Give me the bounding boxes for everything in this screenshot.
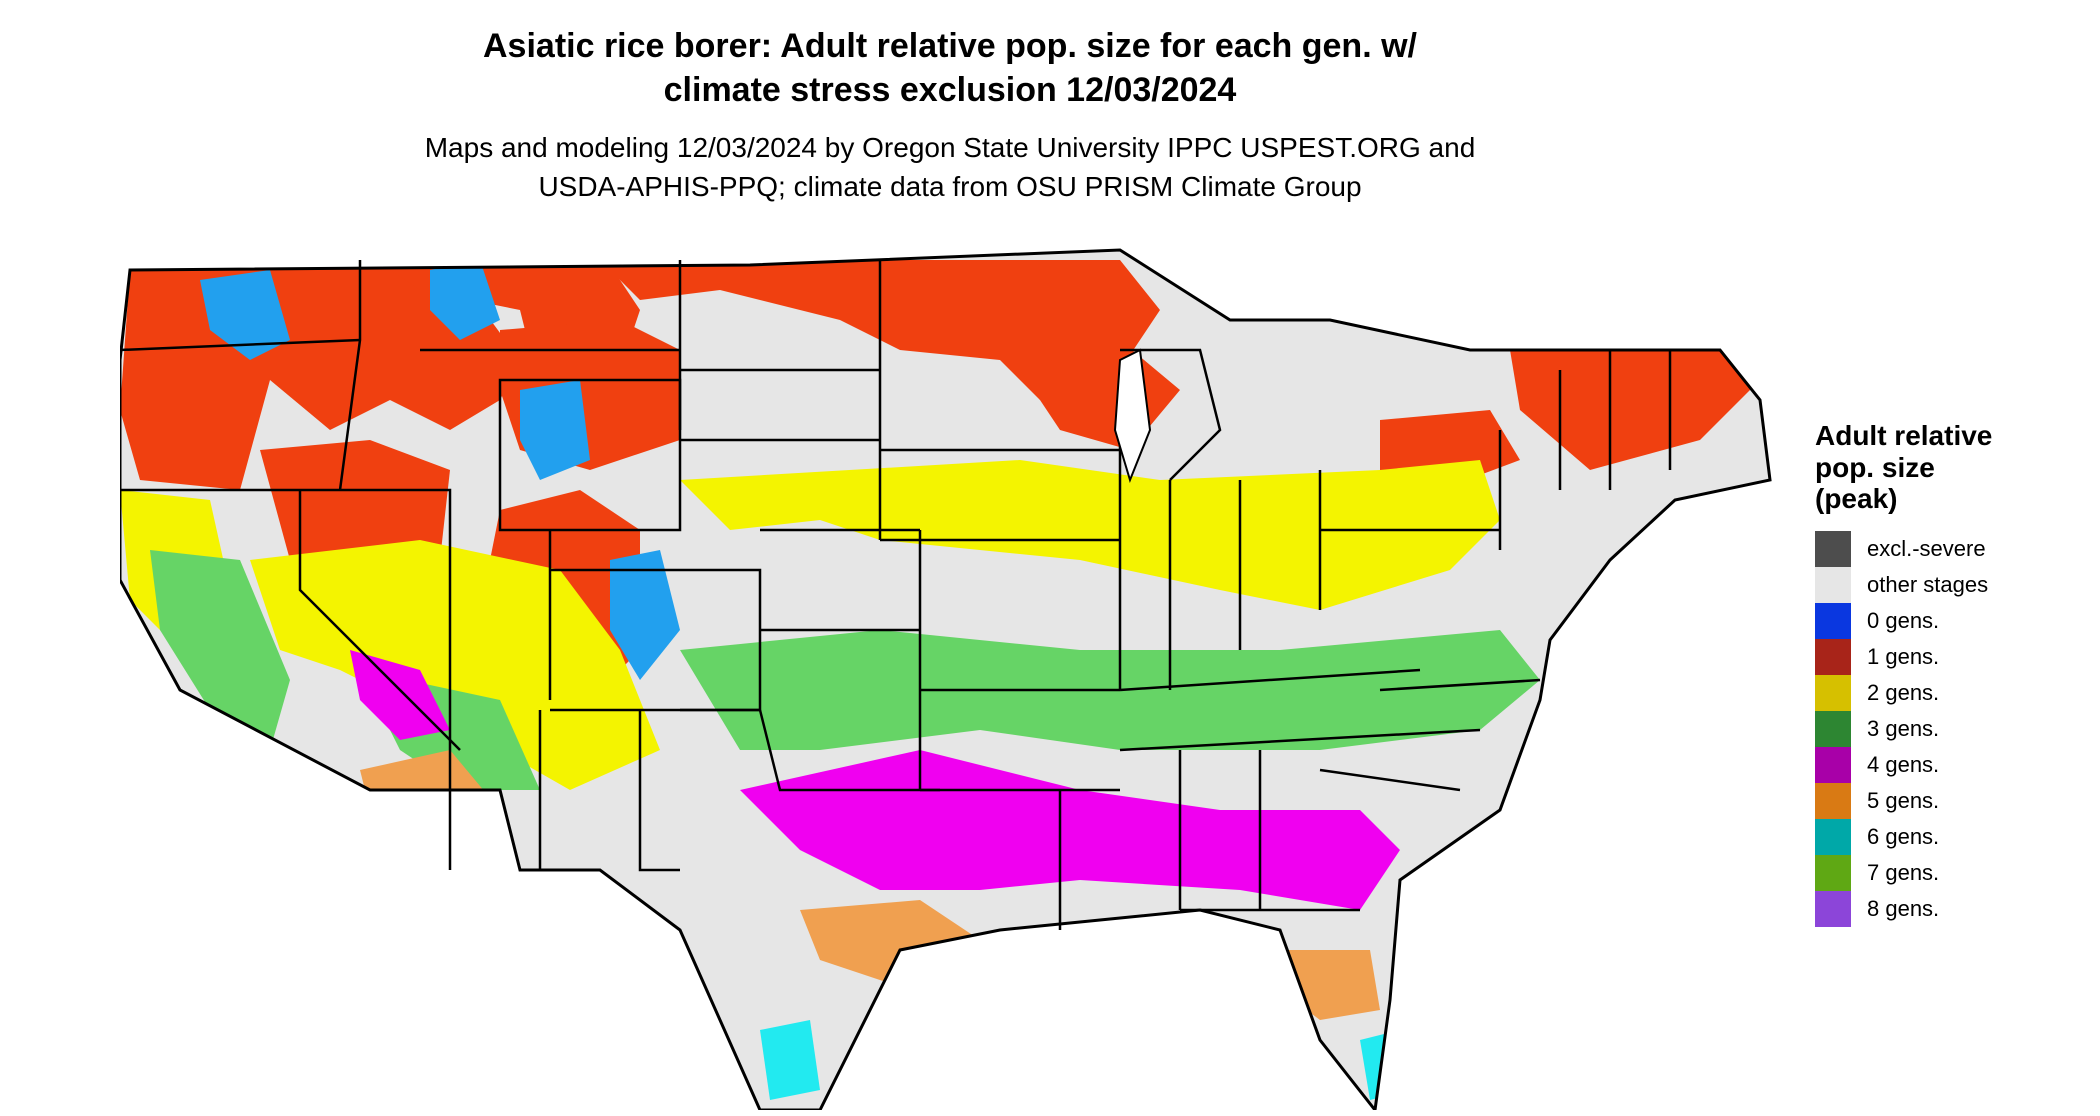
legend-swatch (1815, 782, 1851, 819)
border-new-england (1558, 350, 1672, 490)
legend-item-4-gens: 4 gens. (1815, 746, 2085, 783)
legend-swatch (1815, 890, 1851, 927)
zone-0gen-wind-river (520, 380, 590, 480)
border-ky-tn (1119, 668, 1421, 692)
zone-2gen-central-band (680, 460, 1500, 610)
legend-swatch (1815, 638, 1851, 675)
zone-4gen-southwest (350, 650, 450, 740)
border-wy (498, 378, 682, 532)
zone-2gen-great-basin (250, 540, 660, 790)
legend-label: 1 gens. (1867, 643, 1940, 669)
legend-label: other stages (1867, 571, 1989, 597)
border-co (550, 568, 762, 712)
zone-0gen-cascades (200, 270, 290, 360)
zone-0gen-colorado-rockies (610, 550, 680, 680)
chart-subtitle: Maps and modeling 12/03/2024 by Oregon S… (0, 128, 1900, 206)
legend-title: Adult relative pop. size (peak) (1815, 420, 2085, 515)
legend-label: 5 gens. (1867, 787, 1940, 813)
legend-swatch (1815, 710, 1851, 747)
legend-swatch (1815, 818, 1851, 855)
border-wa-or (120, 338, 361, 352)
border-ok-tx (680, 708, 940, 792)
legend-label: 6 gens. (1867, 823, 1940, 849)
legend-swatch (1815, 854, 1851, 891)
border-mi (1120, 348, 1222, 481)
border-nm-tx (638, 710, 680, 872)
legend-item-other-stages: other stages (1815, 566, 2085, 603)
subtitle-line-1: Maps and modeling 12/03/2024 by Oregon S… (424, 132, 1476, 163)
zone-3gen-california-valley (150, 550, 290, 750)
subtitle-line-2: USDA-APHIS-PPQ; climate data from OSU PR… (538, 171, 1362, 203)
legend-label: 0 gens. (1867, 607, 1940, 633)
legend-item-3-gens: 3 gens. (1815, 710, 2085, 747)
zone-6gen-south-texas (760, 1020, 820, 1100)
us-outline (120, 248, 1772, 1110)
state-borders (120, 260, 1672, 930)
legend-title-line-3: (peak) (1815, 483, 1898, 515)
legend: Adult relative pop. size (peak) excl.-se… (1815, 420, 2085, 927)
legend-item-1-gens: 1 gens. (1815, 638, 2085, 675)
legend-swatch (1815, 674, 1851, 711)
chart-title: Asiatic rice borer: Adult relative pop. … (0, 24, 1900, 112)
border-va-nc (1379, 678, 1541, 692)
legend-swatch (1815, 746, 1851, 783)
lake-michigan (1113, 348, 1152, 484)
border-nv-ut (300, 488, 452, 710)
border-sc-nc (1319, 768, 1461, 792)
zone-5gen-florida (1280, 950, 1380, 1020)
legend-label: excl.-severe (1867, 535, 1986, 561)
legend-swatch (1815, 566, 1851, 603)
legend-item-7-gens: 7 gens. (1815, 854, 2085, 891)
legend-item-5-gens: 5 gens. (1815, 782, 2085, 819)
legend-label: 3 gens. (1867, 715, 1940, 741)
legend-item-6-gens: 6 gens. (1815, 818, 2085, 855)
legend-label: 4 gens. (1867, 751, 1940, 777)
title-line-1: Asiatic rice borer: Adult relative pop. … (483, 27, 1417, 65)
legend-title-line-2: pop. size (1815, 451, 1935, 483)
border-id-west (338, 260, 362, 491)
legend-label: 7 gens. (1867, 859, 1940, 885)
legend-title-line-1: Adult relative (1815, 420, 1993, 451)
legend-item-8-gens: 8 gens. (1815, 890, 2085, 927)
legend-item-excl-severe: excl.-severe (1815, 530, 2085, 567)
legend-swatch (1815, 602, 1851, 639)
border-az-nm (448, 710, 542, 870)
us-map (120, 248, 1772, 1110)
legend-item-2-gens: 2 gens. (1815, 674, 2085, 711)
legend-swatch (1815, 530, 1851, 567)
border-tn-south (1119, 728, 1481, 752)
legend-label: 2 gens. (1867, 679, 1940, 705)
border-ca-nv-diag (298, 490, 461, 751)
zone-0gen-idaho (430, 260, 500, 340)
legend-label: 8 gens. (1867, 895, 1940, 921)
title-line-2: climate stress exclusion 12/03/2024 (663, 71, 1237, 110)
legend-item-0-gens: 0 gens. (1815, 602, 2085, 639)
